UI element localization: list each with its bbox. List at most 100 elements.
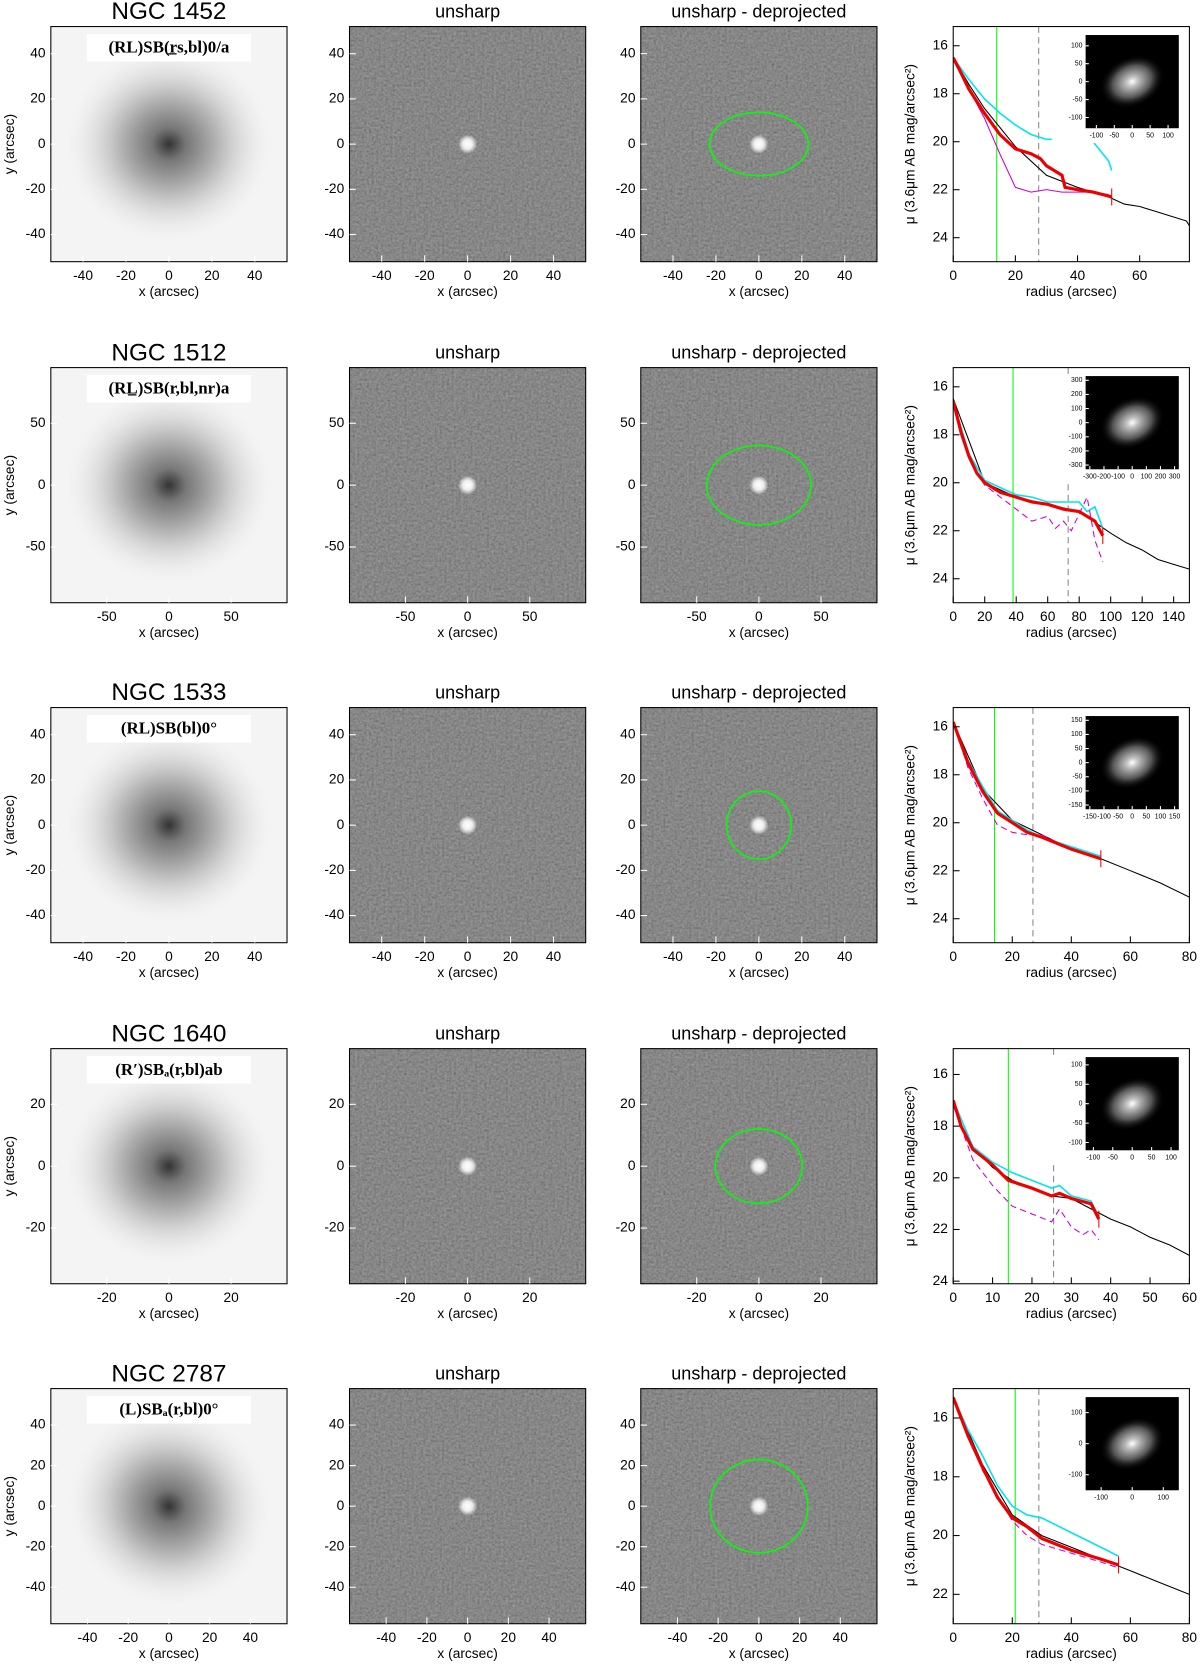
y-tick-label: 22 [933, 1221, 948, 1236]
inset-tick-label: 100 [1162, 132, 1174, 139]
inset-galaxy [1099, 1416, 1165, 1471]
panel-title: unsharp [435, 683, 500, 703]
x-tick-label: -50 [687, 609, 707, 624]
x-tick-label: 40 [546, 268, 562, 283]
x-tick-label: 60 [1132, 268, 1148, 283]
y-axis-label: y (arcsec) [2, 455, 17, 515]
nucleus [458, 475, 478, 495]
x-tick-label: 0 [949, 268, 957, 283]
y-tick-label: -20 [616, 862, 636, 877]
profile-line [953, 1397, 1190, 1595]
inset-tick-label: 0 [1079, 759, 1083, 766]
x-tick-label: 0 [755, 1630, 763, 1645]
y-tick-label: -20 [26, 1220, 46, 1235]
galaxy-name: NGC 1512 [111, 339, 226, 366]
x-tick-label: 20 [202, 1630, 218, 1645]
galaxy-name: NGC 1640 [111, 1020, 226, 1047]
y-tick-label: 24 [933, 910, 949, 925]
x-tick-label: -40 [73, 268, 93, 283]
inset-tick-label: -100 [1069, 1472, 1083, 1479]
x-tick-label: 0 [464, 949, 472, 964]
x-tick-label: 20 [204, 949, 220, 964]
x-tick-label: -40 [663, 268, 683, 283]
annotation-box [86, 714, 252, 743]
inset-tick-label: -50 [1113, 813, 1123, 820]
y-tick-label: 0 [337, 477, 345, 492]
galaxy [55, 377, 283, 594]
inset-tick-label: 150 [1169, 813, 1181, 820]
panel: NGC 1640 (R′)SBₐ(r,bl)ab -20 0 20 -20 0 20 x (ar… [2, 1020, 288, 1321]
y-tick-label: -20 [324, 1220, 344, 1235]
y-axis-label: μ (3.6μm AB mag/arcsec²) [902, 405, 917, 565]
x-tick-label: 0 [755, 1290, 763, 1305]
inset-tick-label: 0 [1079, 1440, 1083, 1447]
y-tick-label: 20 [329, 1096, 345, 1111]
y-tick-label: 0 [38, 477, 46, 492]
x-tick-label: 0 [464, 609, 472, 624]
x-tick-label: 20 [794, 949, 810, 964]
inset-tick-label: 200 [1155, 474, 1167, 481]
galaxy-name: NGC 1533 [111, 679, 226, 706]
bar-ellipse [705, 444, 812, 526]
x-tick-label: -50 [396, 609, 416, 624]
galaxy [55, 35, 283, 253]
inset-tick-label: 50 [1075, 61, 1083, 68]
x-tick-label: 50 [813, 609, 829, 624]
plot-area [640, 707, 877, 943]
inset-tick-label: 50 [1075, 745, 1083, 752]
panel: -100 0 100 -100 0 100 0 20 40 60 80 16 18 20 22 radius … [902, 1388, 1198, 1661]
annotation-box [86, 375, 252, 403]
y-tick-label: 0 [628, 136, 636, 151]
y-tick-label: 0 [337, 136, 345, 151]
y-tick-label: -40 [324, 1579, 344, 1594]
y-tick-label: 20 [620, 772, 636, 787]
galaxy-name: NGC 2787 [111, 1360, 226, 1387]
y-axis-label: y (arcsec) [2, 114, 17, 174]
x-axis-label: x (arcsec) [729, 625, 789, 640]
inset-galaxy [1099, 735, 1165, 790]
profile-line [953, 1397, 1119, 1557]
x-tick-label: -20 [706, 949, 726, 964]
annotation-box [86, 1056, 252, 1084]
inset-tick-label: -100 [1069, 1139, 1083, 1146]
x-tick-label: 0 [755, 268, 763, 283]
panel: -300 -200 -100 0 100 200 300-300-200-100010020… [902, 367, 1190, 640]
x-tick-label: -40 [73, 949, 93, 964]
inset-tick-label: 100 [1071, 405, 1083, 412]
x-axis-label: radius (arcsec) [1026, 1646, 1117, 1661]
inset-tick-label: 100 [1071, 1062, 1083, 1069]
y-tick-label: 16 [933, 1066, 949, 1081]
x-tick-label: 20 [503, 949, 519, 964]
x-tick-label: 40 [546, 949, 562, 964]
y-tick-label: -20 [616, 181, 636, 196]
bar-ellipse [708, 111, 810, 177]
y-tick-label: -40 [26, 1579, 46, 1594]
y-tick-label: 20 [329, 772, 345, 787]
profile-line [953, 1105, 1100, 1241]
y-axis-label: y (arcsec) [2, 1136, 17, 1196]
nucleus [749, 475, 769, 495]
classification: (RL)SB(bl)0° [121, 719, 217, 738]
y-tick-label: 0 [38, 1498, 46, 1513]
panel-title: unsharp - deprojected [671, 2, 846, 22]
x-tick-label: -20 [396, 1290, 416, 1305]
inset-tick-label: 50 [1143, 813, 1151, 820]
x-tick-label: 80 [1182, 1630, 1198, 1645]
plot-area [349, 1388, 586, 1624]
y-tick-label: -40 [616, 226, 636, 241]
inset-tick-label: -200 [1069, 448, 1083, 455]
y-tick-label: 22 [933, 1586, 948, 1601]
x-tick-label: 0 [165, 268, 173, 283]
inset-galaxy [1099, 1076, 1165, 1131]
plot-area [640, 26, 877, 262]
nucleus [749, 815, 769, 835]
x-tick-label: 0 [464, 1630, 472, 1645]
panel: NGC 1533 (RL)SB(bl)0° -40 -20 0 20 40 -40 -20 0 20… [2, 679, 288, 980]
x-axis-label: x (arcsec) [729, 284, 789, 299]
classification: (RL̲)SB(r,bl,nr)a [109, 379, 230, 398]
profile-line [953, 1099, 1101, 1220]
x-tick-label: 20 [977, 609, 993, 624]
y-tick-label: 20 [30, 772, 46, 787]
